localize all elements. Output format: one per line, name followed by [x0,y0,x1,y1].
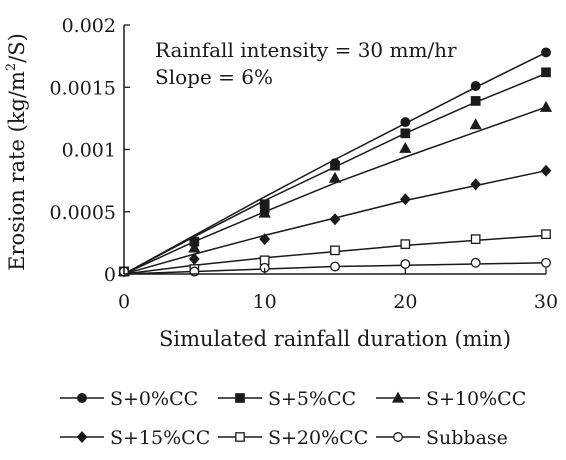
data-point-s-15-cc [329,213,341,226]
legend-marker-s-5-cc [235,393,245,403]
y-tick-label: 0.002 [62,15,116,37]
data-point-s-0-cc [470,81,481,91]
data-point-s-10-cc [469,118,482,130]
data-point-s-20-cc [330,245,340,256]
data-point-s-15-cc [188,253,200,266]
y-tick-label: 0.0015 [50,77,116,99]
data-point-subbase [541,257,551,268]
legend-marker-s-10-cc [391,391,405,403]
ticks: 0 0.0005 0.001 0.0015 0.002 0 10 20 30 [50,15,559,313]
y-tick-label: 0.001 [62,140,116,162]
data-point-s-10-cc [328,171,342,183]
legend-marker-s-0-cc [77,393,87,403]
legend-item-subbase: Subbase [376,427,508,449]
legend-item-s-10-cc: S+10%CC [376,388,526,410]
legend-item-s-5-cc: S+5%CC [218,388,356,410]
legend-label: S+10%CC [426,388,526,410]
x-tick-label: 0 [118,291,130,313]
data-point-s-10-cc [539,100,553,112]
legend-marker-s-20-cc [235,432,245,442]
data-point-s-15-cc [470,178,482,191]
y-axis-title-main: Erosion rate (kg/m [5,71,29,271]
data-point-s-5-cc [400,128,411,139]
y-axis-title: Erosion rate (kg/m2/S) [4,33,29,271]
y-axis-title-unit: /S) [5,33,29,63]
x-tick-label: 30 [534,291,558,313]
data-point-s-20-cc [400,239,411,249]
data-point-s-5-cc [330,160,340,171]
x-tick-label: 10 [253,291,277,313]
legend-label: S+20%CC [268,427,368,449]
data-point-s-15-cc [399,193,411,206]
data-point-s-5-cc [541,67,551,78]
y-axis-title-superscript: 2 [4,63,19,71]
data-point-subbase [470,257,481,268]
x-axis-title: Simulated rainfall duration (min) [159,327,511,351]
legend-label: S+5%CC [268,388,356,410]
legend-marker-s-15-cc [76,431,88,443]
data-point-s-15-cc [259,233,271,246]
data-point-s-0-cc [400,117,411,128]
x-tick-label: 20 [393,291,417,313]
data-point-subbase [330,261,340,272]
legend-item-s-0-cc: S+0%CC [60,388,198,410]
data-point-s-20-cc [470,234,481,244]
legend-label: S+15%CC [110,427,210,449]
legend: S+0%CC S+5%CC S+10%CC S+15%CC S+20%CC Subbase [60,388,526,449]
data-point-s-10-cc [399,141,412,153]
data-point-s-5-cc [470,96,481,106]
y-tick-label: 0 [104,264,116,286]
annotation-intensity: Rainfall intensity = 30 mm/hr [155,38,457,62]
legend-item-s-20-cc: S+20%CC [218,427,368,449]
data-point-s-0-cc [541,47,551,58]
legend-label: Subbase [426,427,508,449]
legend-item-s-15-cc: S+15%CC [60,427,210,449]
annotation-slope: Slope = 6% [155,65,273,89]
legend-marker-subbase [393,432,403,442]
data-point-s-10-cc [258,206,271,218]
data-point-s-20-cc [541,229,551,240]
y-tick-label: 0.0005 [50,202,116,224]
data-point-s-10-cc [188,241,201,253]
plot-area: 0 0.0005 0.001 0.0015 0.002 0 10 20 30 [50,15,559,313]
legend-label: S+0%CC [110,388,198,410]
data-point-subbase [400,259,411,269]
data-point-s-15-cc [540,164,552,177]
axes [123,25,546,275]
